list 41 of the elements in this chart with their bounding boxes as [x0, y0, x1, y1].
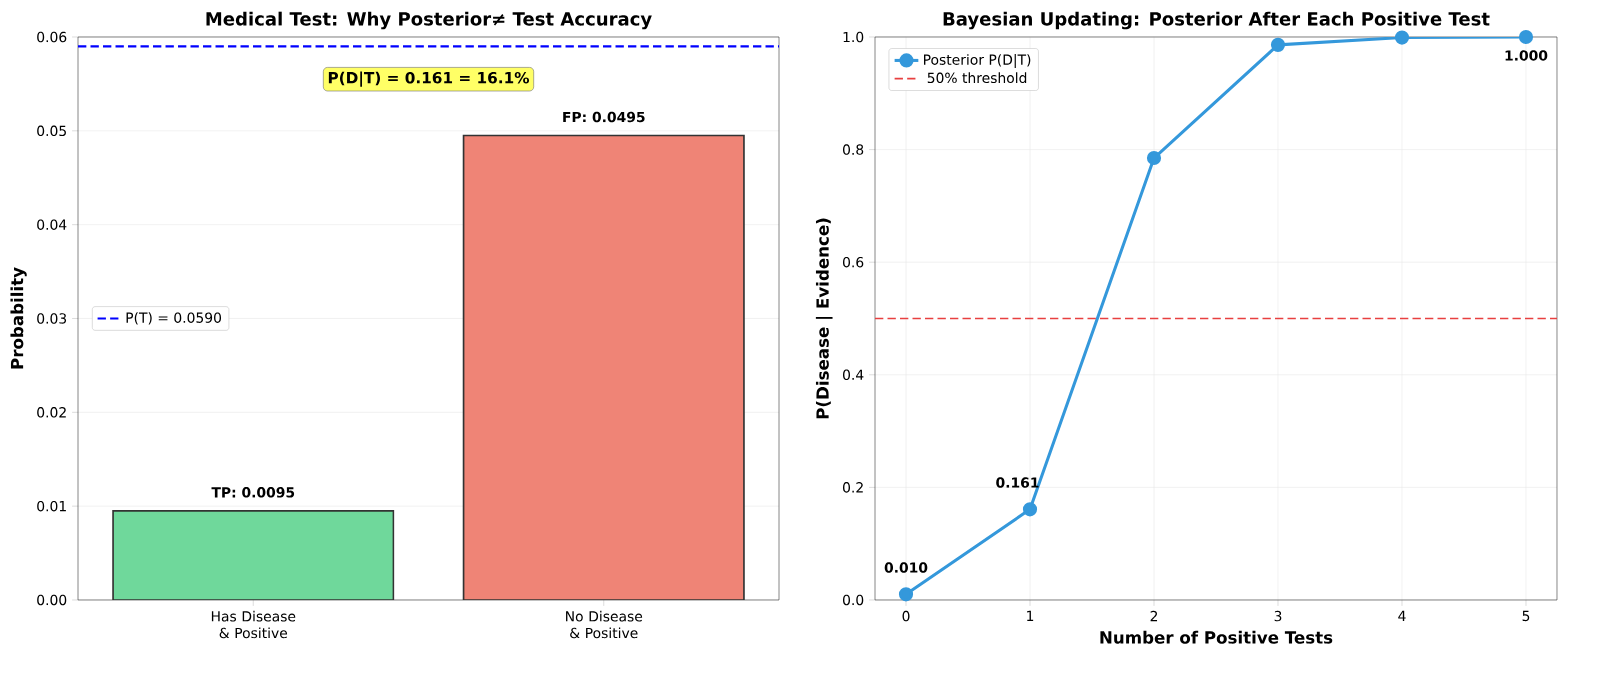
- x-tick-label: 2: [1150, 610, 1158, 622]
- y-tick-label: 0.06: [37, 31, 67, 43]
- point: [1146, 150, 1162, 166]
- x-tick-label: Has Disease & Positive: [211, 610, 296, 639]
- y-tick-label: 0.4: [843, 369, 864, 381]
- y-tick-label: 0.03: [37, 313, 67, 324]
- y-tick-label: 0.02: [37, 407, 66, 418]
- x-axis-title: Number of Positive Tests: [1100, 630, 1333, 644]
- x-tick-label: 3: [1274, 610, 1282, 622]
- y-tick-label: 0.2: [843, 482, 863, 493]
- x-tick-label: 4: [1398, 610, 1406, 621]
- x-tick-label: No Disease & Positive: [566, 610, 643, 639]
- y-tick-label: 0.8: [843, 144, 864, 155]
- y-tick-label: 1.0: [843, 31, 864, 43]
- y-tick-label: 0.05: [37, 125, 66, 137]
- data-label: TP: 0.0095: [211, 487, 295, 498]
- y-tick-label: 0.01: [37, 500, 66, 512]
- legend-label: 50% threshold: [927, 72, 1027, 84]
- point: [1518, 29, 1534, 45]
- x-tick-label: 1: [1027, 610, 1034, 621]
- point: [1394, 30, 1410, 45]
- data-label: 0.010: [884, 562, 928, 573]
- point: [898, 587, 914, 602]
- chart-title: Medical Test: Why Posterior≠ Test Accuracy: [206, 11, 652, 30]
- y-tick-label: 0.6: [843, 256, 864, 268]
- chart-title: Bayesian Updating: Posterior After Each Positive Test: [943, 11, 1490, 30]
- y-axis-title: P(Disease | Evidence): [815, 218, 833, 419]
- data-label: 1.000: [1505, 50, 1548, 61]
- point: [1270, 37, 1286, 52]
- legend-label: Posterior P(D|T): [924, 54, 1031, 68]
- data-label: FP: 0.0495: [563, 111, 645, 123]
- y-tick-label: 0.04: [37, 219, 67, 230]
- x-tick-label: 5: [1522, 610, 1530, 622]
- y-tick-label: 0.00: [37, 594, 67, 606]
- point: [1022, 502, 1038, 517]
- y-tick-label: 0.0: [843, 594, 864, 606]
- y-axis-title: Probability: [10, 267, 27, 369]
- x-tick-label: 0: [902, 610, 910, 622]
- legend-label: P(T) = 0.0590: [126, 312, 222, 325]
- annotation: P(D|T) = 0.161 = 16.1%: [328, 71, 530, 87]
- data-label: 0.161: [996, 477, 1039, 488]
